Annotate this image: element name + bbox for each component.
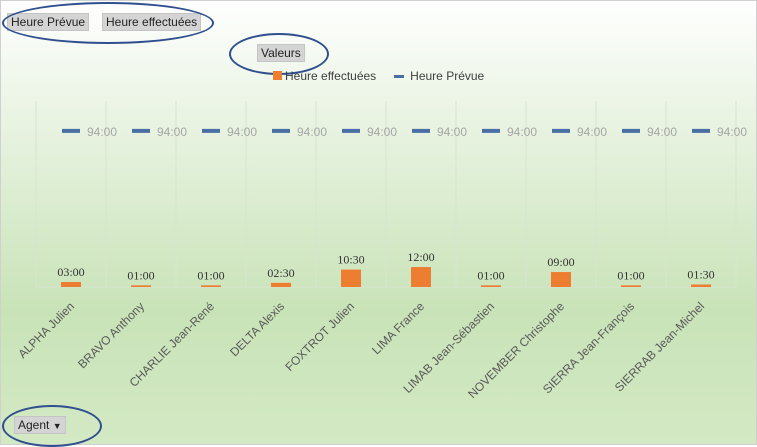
field-button-heure-prevue[interactable]: Heure Prévue xyxy=(7,13,90,31)
bar xyxy=(271,282,291,287)
data-label: 02:30 xyxy=(267,266,294,280)
target-marker xyxy=(272,128,290,133)
bar xyxy=(411,267,431,287)
data-label: 01:00 xyxy=(127,268,154,282)
dropdown-arrow-icon: ▼ xyxy=(52,421,62,431)
field-button-heure-effectuees[interactable]: Heure effectuées xyxy=(102,13,202,31)
target-label: 94:00 xyxy=(507,125,537,139)
data-label: 01:30 xyxy=(687,268,714,282)
target-marker xyxy=(62,128,80,133)
data-label: 10:30 xyxy=(337,253,364,267)
target-marker xyxy=(482,128,500,133)
category-label: DELTA Alexis xyxy=(227,299,287,359)
data-label: 01:00 xyxy=(197,268,224,282)
target-label: 94:00 xyxy=(157,125,187,139)
target-label: 94:00 xyxy=(87,125,117,139)
category-label: ALPHA Julien xyxy=(15,299,77,361)
target-label: 94:00 xyxy=(367,125,397,139)
bar xyxy=(131,285,151,287)
target-marker xyxy=(552,128,570,133)
target-marker xyxy=(132,128,150,133)
category-label: BRAVO Anthony xyxy=(75,299,147,371)
category-label: FOXTROT Julien xyxy=(282,299,357,374)
legend-item-prevue: Heure Prévue xyxy=(394,69,484,83)
legend-label: Heure Prévue xyxy=(410,69,485,83)
target-label: 94:00 xyxy=(717,125,747,139)
target-marker xyxy=(622,128,640,133)
legend: Heure effectuées Heure Prévue xyxy=(273,69,484,83)
category-label: LIMA France xyxy=(369,299,427,357)
data-label: 09:00 xyxy=(547,255,574,269)
bar xyxy=(201,285,221,287)
target-label: 94:00 xyxy=(577,125,607,139)
data-label: 01:00 xyxy=(617,268,644,282)
field-button-valeurs[interactable]: Valeurs xyxy=(257,44,305,62)
data-label: 03:00 xyxy=(57,265,84,279)
bar xyxy=(481,285,501,287)
target-marker xyxy=(342,128,360,133)
target-label: 94:00 xyxy=(647,125,677,139)
data-label: 12:00 xyxy=(407,250,434,264)
dash-marker-icon xyxy=(394,75,405,79)
data-label: 01:00 xyxy=(477,268,504,282)
legend-item-effectuees: Heure effectuées xyxy=(273,69,376,83)
agent-label: Agent xyxy=(18,418,50,432)
bar-swatch-icon xyxy=(273,71,282,80)
bar xyxy=(621,285,641,287)
bar xyxy=(61,282,81,287)
bar xyxy=(551,272,571,287)
bar xyxy=(691,284,711,287)
legend-label: Heure effectuées xyxy=(285,69,377,83)
target-marker xyxy=(692,128,710,133)
target-marker xyxy=(412,128,430,133)
field-button-agent[interactable]: Agent ▼ xyxy=(14,416,66,434)
target-label: 94:00 xyxy=(227,125,257,139)
target-label: 94:00 xyxy=(437,125,467,139)
target-marker xyxy=(202,128,220,133)
target-label: 94:00 xyxy=(297,125,327,139)
bar xyxy=(341,269,361,287)
